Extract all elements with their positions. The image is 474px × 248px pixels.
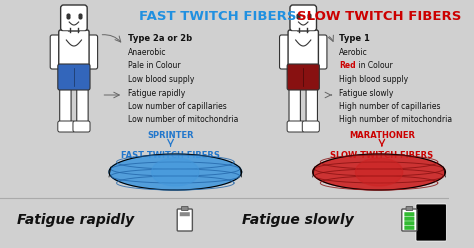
FancyBboxPatch shape [77,86,88,125]
Text: SLOW TWITCH FIBERS: SLOW TWITCH FIBERS [297,10,461,23]
Polygon shape [290,32,300,40]
Polygon shape [313,154,446,190]
Polygon shape [77,32,87,40]
FancyBboxPatch shape [60,86,71,125]
Text: Fatigue slowly: Fatigue slowly [242,213,354,227]
Text: Red: Red [339,62,356,70]
Polygon shape [307,32,317,40]
Text: MARATHONER: MARATHONER [349,131,415,140]
FancyBboxPatch shape [288,30,319,76]
Text: Fatigue slowly: Fatigue slowly [339,89,393,97]
FancyBboxPatch shape [86,35,98,69]
FancyBboxPatch shape [316,35,327,69]
FancyBboxPatch shape [58,121,75,132]
Polygon shape [109,154,242,190]
Text: SLOW TWITCH FIBERS: SLOW TWITCH FIBERS [330,151,433,160]
Text: Low number of capillaries: Low number of capillaries [128,102,227,111]
FancyBboxPatch shape [404,217,414,221]
FancyBboxPatch shape [180,217,190,221]
Text: SPRINTER: SPRINTER [147,131,194,140]
FancyBboxPatch shape [404,226,414,230]
Text: Low number of mitochondria: Low number of mitochondria [128,116,238,124]
FancyBboxPatch shape [287,121,304,132]
Text: Anaerobic: Anaerobic [128,48,166,57]
FancyBboxPatch shape [402,209,417,231]
Text: Pale in Colour: Pale in Colour [128,62,181,70]
Text: Type 1: Type 1 [339,34,370,43]
Text: High number of mitochondria: High number of mitochondria [339,116,452,124]
FancyBboxPatch shape [290,5,317,31]
FancyBboxPatch shape [50,35,62,69]
Polygon shape [356,158,403,186]
FancyBboxPatch shape [73,121,90,132]
FancyBboxPatch shape [416,204,447,241]
Text: Aerobic: Aerobic [339,48,368,57]
Polygon shape [61,32,71,40]
Text: High blood supply: High blood supply [339,75,409,84]
Text: Type 2a or 2b: Type 2a or 2b [128,34,192,43]
FancyBboxPatch shape [59,30,89,76]
FancyBboxPatch shape [180,226,190,230]
FancyBboxPatch shape [61,5,87,31]
Text: FAST TWITCH FIBERS: FAST TWITCH FIBERS [139,10,297,23]
Text: in Colour: in Colour [356,62,393,70]
FancyBboxPatch shape [289,86,301,125]
Text: Low blood supply: Low blood supply [128,75,194,84]
FancyBboxPatch shape [180,221,190,225]
Text: Fatigue rapidly: Fatigue rapidly [17,213,134,227]
FancyBboxPatch shape [280,35,291,69]
FancyBboxPatch shape [306,86,318,125]
FancyBboxPatch shape [406,207,413,211]
FancyBboxPatch shape [404,221,414,225]
Text: High number of capillaries: High number of capillaries [339,102,441,111]
FancyBboxPatch shape [404,212,414,216]
FancyBboxPatch shape [58,64,90,90]
FancyBboxPatch shape [180,212,190,216]
FancyBboxPatch shape [182,207,188,211]
Text: FAST TWITCH FIBERS: FAST TWITCH FIBERS [121,151,220,160]
Polygon shape [152,158,199,186]
FancyBboxPatch shape [302,121,319,132]
FancyBboxPatch shape [177,209,192,231]
Text: Fatigue rapidly: Fatigue rapidly [128,89,185,97]
FancyBboxPatch shape [287,64,319,90]
